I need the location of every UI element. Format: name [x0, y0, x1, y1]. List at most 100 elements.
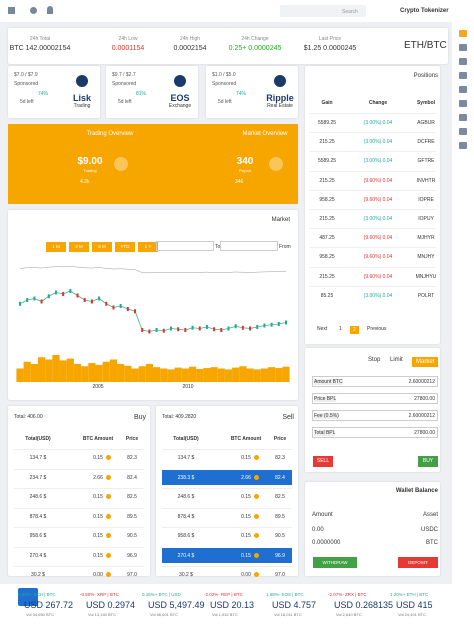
home-icon[interactable]: [8, 7, 15, 14]
bell-icon[interactable]: [47, 6, 53, 14]
side-icon[interactable]: [459, 128, 467, 135]
stat-label: 24h Change: [241, 36, 269, 42]
book-cell: 82.3: [127, 455, 137, 461]
side-icon[interactable]: [459, 142, 467, 149]
ticker-pair: -2.07%- ZRX | BTC: [328, 592, 367, 597]
field-value: 2.60000212: [408, 379, 435, 385]
wallet-header: Amount: [312, 512, 333, 518]
side-icon[interactable]: [459, 58, 467, 65]
order-field[interactable]: [312, 376, 438, 387]
withdraw-button: WITHDRAW: [313, 557, 357, 568]
coin-dot: [254, 455, 259, 460]
side-icon[interactable]: [459, 114, 467, 121]
overview-icon: [114, 157, 128, 171]
row-line: [14, 468, 144, 470]
side-icon[interactable]: [459, 30, 467, 37]
book-title: Buy: [133, 414, 146, 421]
book-cell: 96.9: [127, 552, 137, 559]
date-input[interactable]: [220, 241, 278, 251]
book-cell: 0.15: [241, 513, 251, 520]
order-field[interactable]: [312, 393, 438, 404]
book-title: Sell: [282, 414, 294, 421]
order-tab[interactable]: Market: [412, 357, 439, 367]
ticker-vol: Vol 34,650 BTC: [26, 612, 55, 617]
highlight-row: [162, 547, 292, 563]
side-icon[interactable]: [459, 44, 467, 51]
ticker-price: USD 0.268135: [334, 600, 394, 610]
position-cell: 215.25: [319, 139, 335, 146]
overview-value: $9.00: [77, 156, 103, 167]
book-cell: 0.15: [241, 533, 251, 539]
order-field[interactable]: [312, 427, 438, 438]
col-header: Symbol: [416, 100, 436, 106]
coin-left: 5d left: [118, 99, 132, 105]
position-cell: IOPRE: [418, 196, 434, 203]
order-tab[interactable]: Stop: [368, 357, 381, 363]
row-line: [310, 151, 436, 153]
book-cell: 82.4: [275, 474, 285, 481]
coin-price: $1.0 / $5.0: [212, 72, 236, 78]
pager[interactable]: Next: [317, 326, 328, 332]
row-line: [310, 266, 436, 268]
side-icon[interactable]: [459, 100, 467, 107]
book-cell: 89.5: [127, 513, 137, 520]
book-cell: 134.7 $: [177, 455, 195, 461]
position-cell: GFTRE: [417, 158, 435, 165]
pager[interactable]: 2: [350, 326, 359, 334]
deposit-button: DEPOSIT: [398, 557, 438, 568]
book-cell: 0.15: [93, 533, 103, 539]
market-title: Market: [271, 217, 290, 223]
order-tab[interactable]: Limit: [390, 357, 403, 363]
user-icon[interactable]: [30, 7, 37, 14]
stat-value: BTC 142.00002154: [9, 45, 71, 52]
search-box[interactable]: [280, 5, 366, 17]
ticker-price: USD 267.72: [24, 600, 74, 610]
stat-label: 24h Low: [118, 36, 138, 42]
chat-button[interactable]: [18, 588, 38, 606]
row-line: [310, 170, 436, 172]
side-icon[interactable]: [459, 72, 467, 79]
coin-pct: 74%: [38, 91, 49, 97]
row-line: [162, 449, 292, 450]
position-cell: (9.60%) 0.04: [363, 235, 393, 242]
order-field[interactable]: [312, 410, 438, 421]
book-cell: 270.4 $: [29, 552, 47, 559]
ticker-pair: -2.02%- REP | BTC: [204, 592, 243, 597]
book-cell: 958.6 $: [29, 533, 47, 539]
side-icon[interactable]: [459, 86, 467, 93]
range-button: 1 M: [46, 242, 66, 252]
highlight-row: [162, 469, 292, 485]
date-input[interactable]: [156, 241, 214, 251]
pager[interactable]: 1: [339, 326, 342, 332]
coin-dot: [106, 513, 111, 519]
side-bar: [452, 22, 474, 625]
wallet-title: Wallet Balance: [395, 488, 438, 494]
row-line: [310, 247, 436, 249]
ticker-pair: 1.20%+ ETH | BTC: [390, 592, 429, 597]
book-cell: 270.4 $: [177, 552, 195, 559]
field-label: Price BPL: [314, 396, 337, 402]
position-cell: (3.00%) 0.04: [363, 158, 393, 165]
positions-panel: [305, 66, 440, 344]
book-cell: 0.15: [241, 455, 251, 461]
stat-value: 0.0002154: [173, 45, 207, 52]
position-cell: MJHYR: [417, 235, 435, 242]
pager[interactable]: Previous: [367, 326, 387, 332]
coin-dot: [254, 474, 259, 480]
coin-dot: [106, 494, 111, 499]
position-cell: 5589.25: [317, 120, 337, 126]
book-cell: 97.0: [275, 572, 285, 578]
row-line: [310, 113, 436, 114]
overview-title: Trading Overview: [86, 131, 134, 137]
wallet-header: Asset: [422, 512, 438, 518]
ticker-vol: Vol 13,140 BTC: [88, 612, 117, 617]
coin-name: EOS: [170, 93, 190, 103]
ticker-vol: Vol 56,601 BTC: [150, 612, 179, 617]
coin-dot: [254, 552, 259, 558]
field-label: Amount BTC: [314, 379, 343, 385]
field-value: 27800.00: [414, 396, 435, 402]
book-cell: 0.15: [241, 552, 251, 559]
coin-price: $7.0 / $7.9: [14, 72, 38, 78]
book-header: Price: [125, 436, 139, 442]
sell-button: SELL: [313, 456, 333, 467]
